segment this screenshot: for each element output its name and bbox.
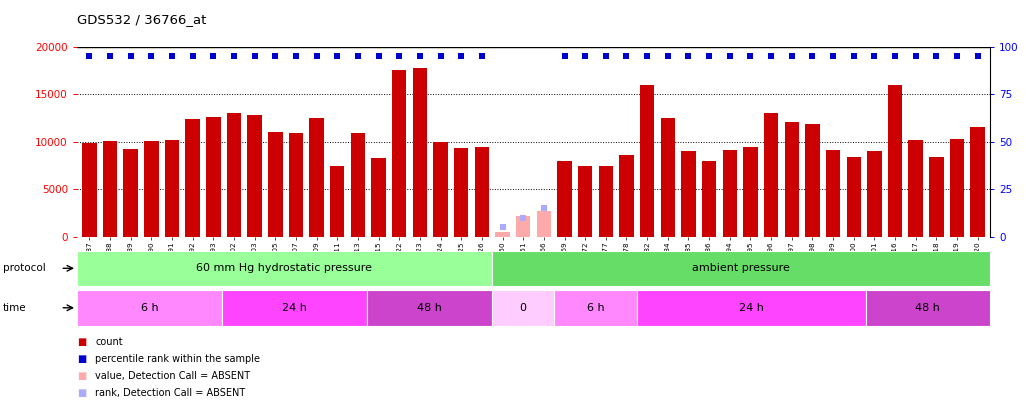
Bar [392,70,406,237]
Text: count: count [95,337,123,347]
Bar [866,290,990,326]
Bar [453,148,469,237]
Bar [557,161,571,237]
Bar [103,141,117,237]
Bar [764,113,779,237]
Bar [722,150,737,237]
Text: value, Detection Call = ABSENT: value, Detection Call = ABSENT [95,371,250,381]
Bar [247,115,262,237]
Bar [492,251,990,286]
Bar [186,119,200,237]
Bar [371,158,386,237]
Bar [77,290,223,326]
Bar [77,251,492,286]
Text: ■: ■ [77,388,86,398]
Bar [123,149,137,237]
Text: 6 h: 6 h [587,303,604,313]
Bar [908,140,923,237]
Text: 60 mm Hg hydrostatic pressure: 60 mm Hg hydrostatic pressure [197,263,372,273]
Text: 24 h: 24 h [739,303,764,313]
Text: 24 h: 24 h [282,303,308,313]
Text: ■: ■ [77,337,86,347]
Text: time: time [3,303,27,313]
Bar [620,155,634,237]
Text: percentile rank within the sample: percentile rank within the sample [95,354,261,364]
Bar [971,128,985,237]
Bar [846,157,861,237]
Bar [288,133,303,237]
Text: 6 h: 6 h [141,303,158,313]
Bar [598,166,614,237]
Bar [887,85,902,237]
Bar [681,151,696,237]
Bar [496,232,510,237]
Bar [554,290,637,326]
Text: ■: ■ [77,371,86,381]
Bar [268,132,282,237]
Bar [206,117,221,237]
Text: protocol: protocol [3,263,46,273]
Text: GDS532 / 36766_at: GDS532 / 36766_at [77,13,206,26]
Bar [661,118,675,237]
Bar [950,139,964,237]
Bar [310,118,324,237]
Bar [351,133,365,237]
Bar [492,290,554,326]
Bar [227,113,241,237]
Text: ambient pressure: ambient pressure [693,263,790,273]
Bar [516,216,530,237]
Bar [930,157,944,237]
Bar [805,124,820,237]
Bar [412,68,427,237]
Bar [165,140,180,237]
Bar [867,151,881,237]
Bar [537,211,551,237]
Bar [367,290,492,326]
Bar [475,147,489,237]
Text: 0: 0 [519,303,526,313]
Bar [223,290,367,326]
Text: 48 h: 48 h [418,303,442,313]
Bar [826,150,840,237]
Bar [785,122,799,237]
Bar [330,166,345,237]
Text: 48 h: 48 h [915,303,940,313]
Bar [578,166,592,237]
Bar [433,142,447,237]
Bar [82,143,96,237]
Bar [637,290,866,326]
Bar [743,147,757,237]
Bar [144,141,159,237]
Bar [640,85,655,237]
Text: rank, Detection Call = ABSENT: rank, Detection Call = ABSENT [95,388,245,398]
Bar [702,161,716,237]
Text: ■: ■ [77,354,86,364]
